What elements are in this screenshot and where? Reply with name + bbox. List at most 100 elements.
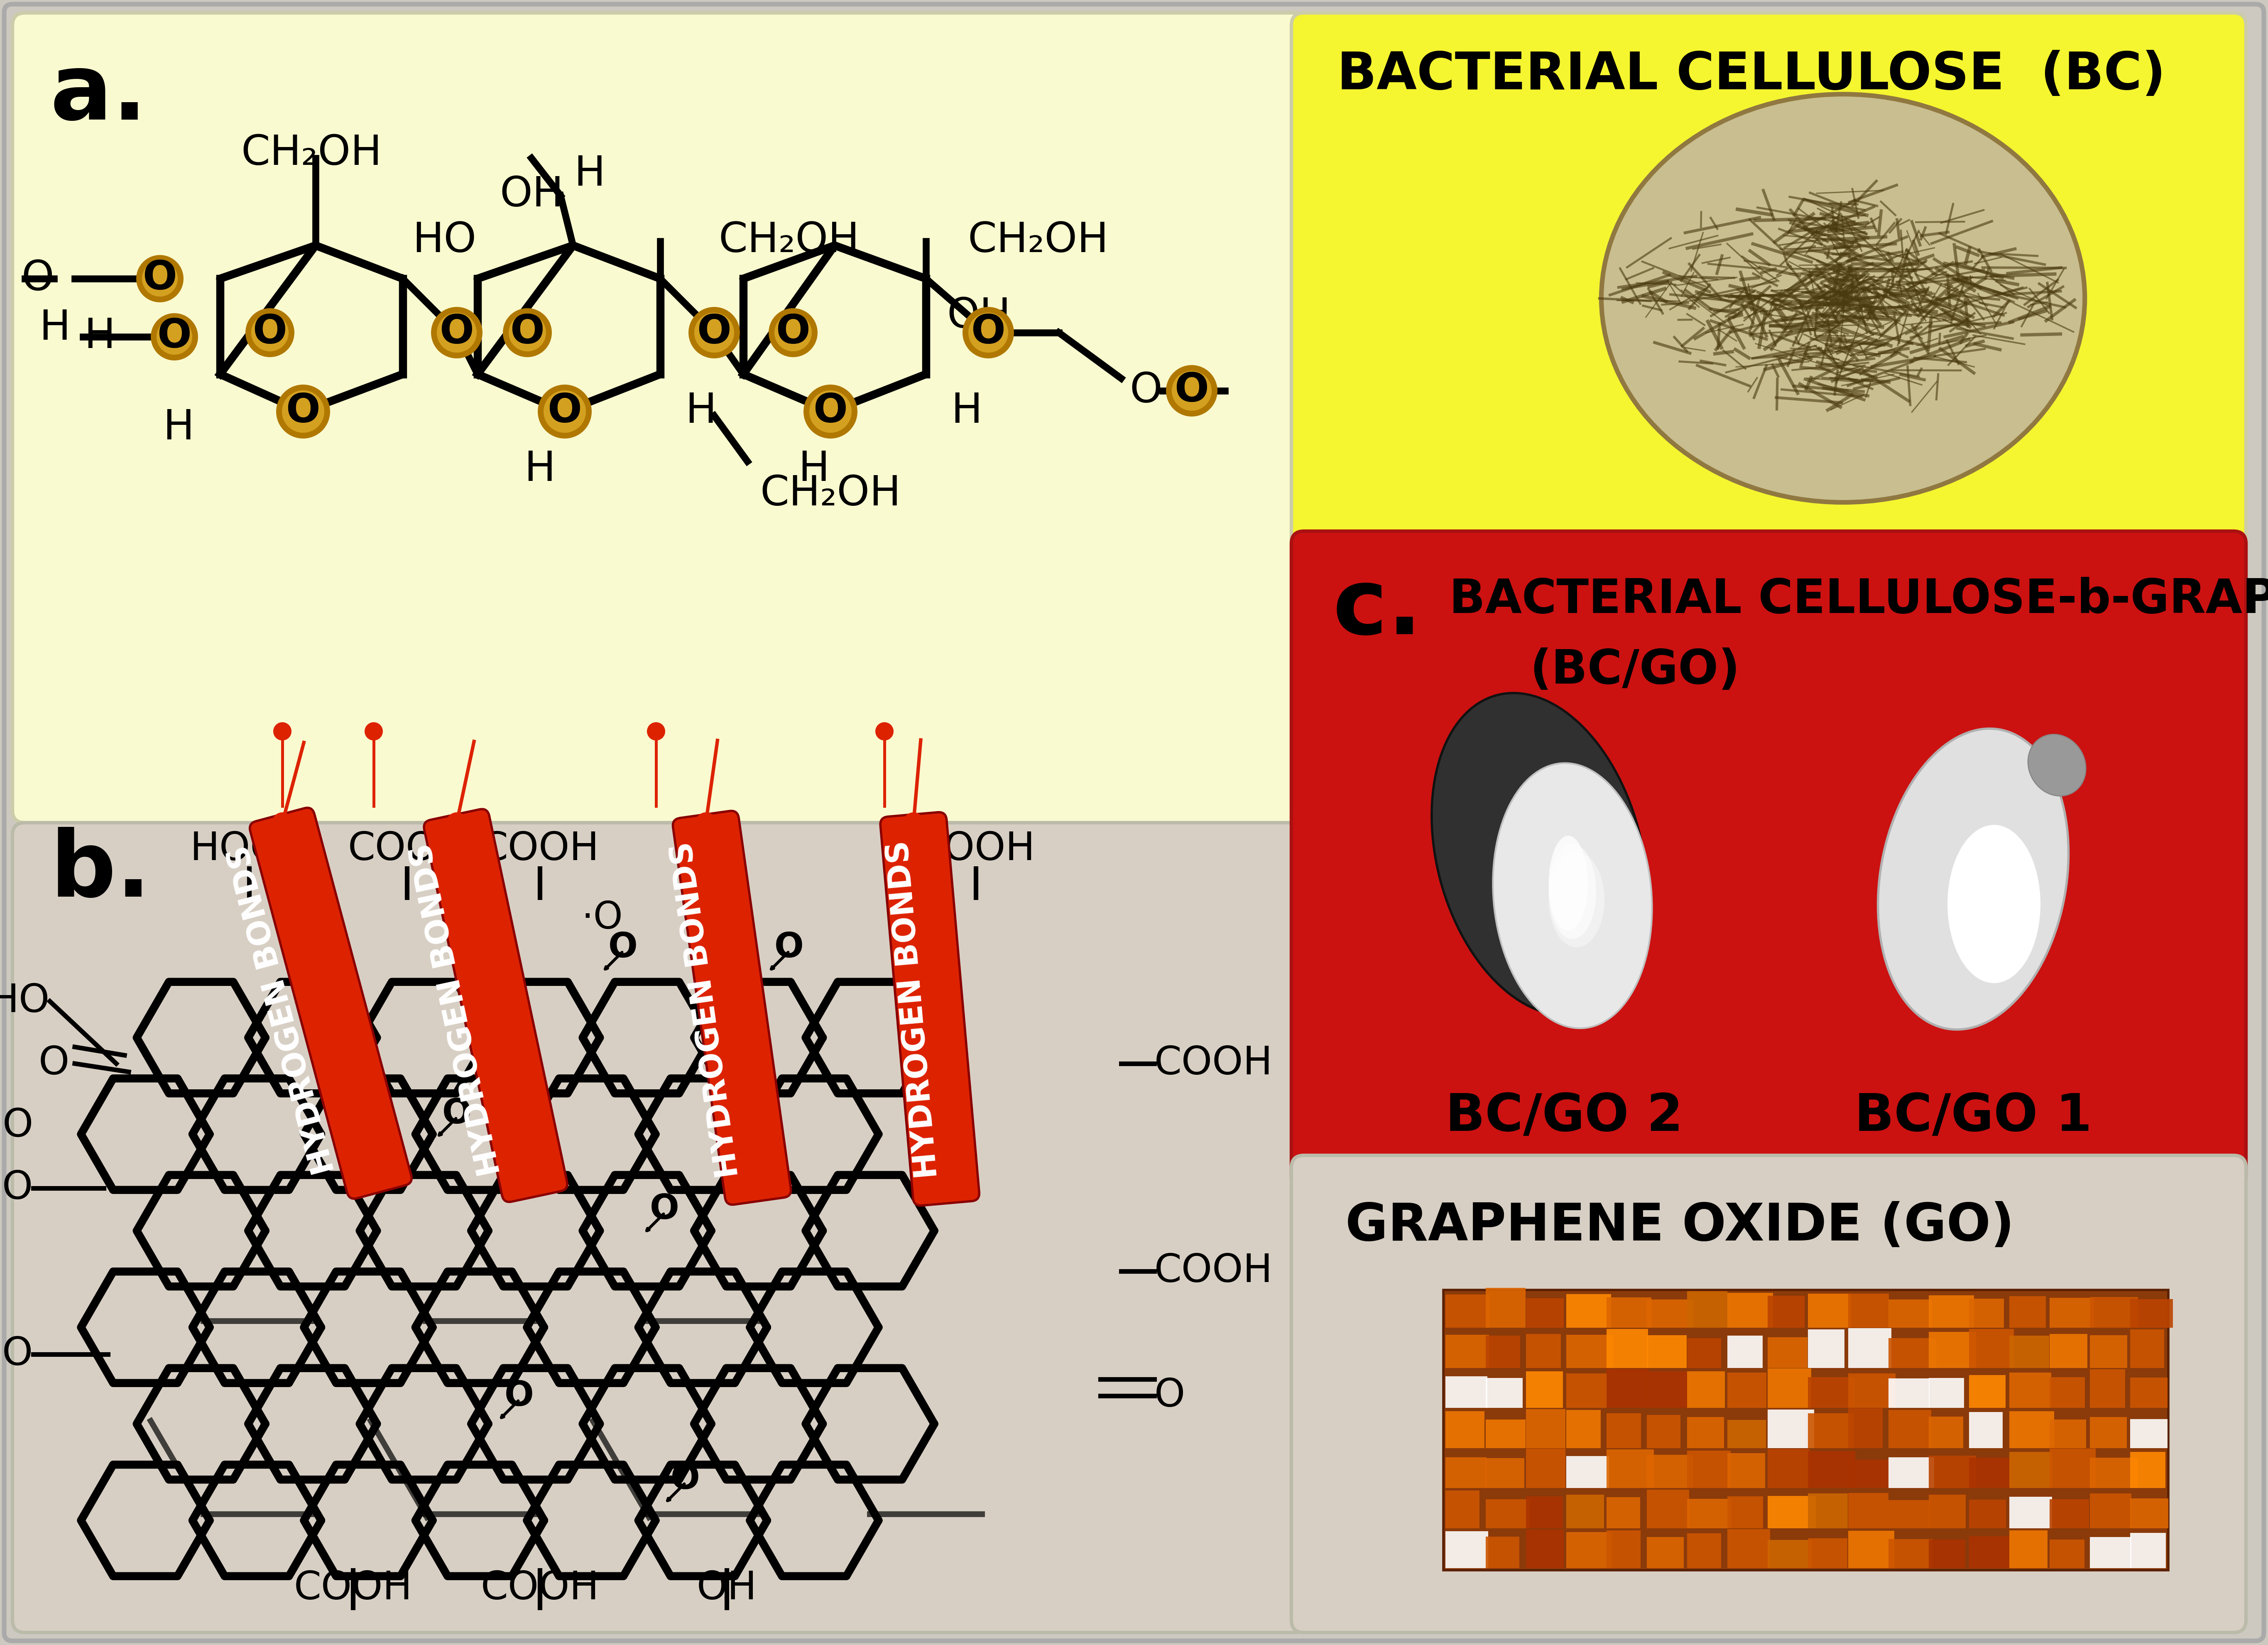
FancyBboxPatch shape bbox=[2050, 1499, 2089, 1528]
FancyBboxPatch shape bbox=[880, 813, 980, 1206]
FancyBboxPatch shape bbox=[1687, 1291, 1728, 1328]
FancyBboxPatch shape bbox=[2089, 1296, 2139, 1328]
FancyBboxPatch shape bbox=[1526, 1298, 1565, 1328]
FancyBboxPatch shape bbox=[2050, 1334, 2087, 1369]
FancyBboxPatch shape bbox=[1290, 13, 2245, 822]
FancyBboxPatch shape bbox=[2130, 1420, 2168, 1448]
FancyBboxPatch shape bbox=[1647, 1415, 1681, 1448]
Circle shape bbox=[646, 722, 665, 740]
FancyBboxPatch shape bbox=[1808, 1293, 1851, 1328]
FancyBboxPatch shape bbox=[11, 13, 1306, 822]
FancyBboxPatch shape bbox=[2009, 1411, 2055, 1448]
FancyBboxPatch shape bbox=[1687, 1533, 1721, 1568]
FancyBboxPatch shape bbox=[1606, 1497, 1640, 1528]
Text: OH: OH bbox=[946, 296, 1012, 336]
FancyBboxPatch shape bbox=[2089, 1369, 2125, 1408]
Text: OH: OH bbox=[676, 831, 737, 869]
Text: O: O bbox=[649, 1193, 678, 1226]
Circle shape bbox=[1168, 368, 1216, 413]
FancyBboxPatch shape bbox=[1808, 1494, 1848, 1528]
FancyBboxPatch shape bbox=[1445, 1490, 1479, 1528]
FancyBboxPatch shape bbox=[1928, 1456, 1975, 1489]
Text: O: O bbox=[39, 1045, 70, 1082]
Text: O: O bbox=[971, 313, 1005, 352]
FancyBboxPatch shape bbox=[1767, 1296, 1805, 1328]
FancyBboxPatch shape bbox=[2050, 1449, 2096, 1489]
Text: CH₂OH: CH₂OH bbox=[719, 220, 860, 262]
Text: O: O bbox=[814, 392, 848, 431]
Text: O: O bbox=[1154, 1377, 1186, 1415]
FancyBboxPatch shape bbox=[1767, 1495, 1817, 1528]
Ellipse shape bbox=[1601, 94, 2084, 502]
FancyBboxPatch shape bbox=[2130, 1379, 2168, 1408]
FancyBboxPatch shape bbox=[2089, 1336, 2127, 1369]
FancyBboxPatch shape bbox=[1848, 1328, 1892, 1369]
Circle shape bbox=[433, 309, 479, 355]
Circle shape bbox=[771, 311, 814, 354]
FancyBboxPatch shape bbox=[1969, 1375, 2005, 1408]
FancyBboxPatch shape bbox=[1567, 1456, 1608, 1489]
FancyBboxPatch shape bbox=[2009, 1336, 2048, 1369]
FancyBboxPatch shape bbox=[1728, 1336, 1762, 1369]
FancyBboxPatch shape bbox=[1442, 1290, 2168, 1571]
FancyBboxPatch shape bbox=[1486, 1499, 1531, 1528]
FancyBboxPatch shape bbox=[1606, 1369, 1649, 1408]
FancyBboxPatch shape bbox=[1445, 1334, 1490, 1369]
Text: O: O bbox=[156, 317, 191, 355]
Text: HYDROGEN BONDS: HYDROGEN BONDS bbox=[406, 841, 508, 1179]
FancyBboxPatch shape bbox=[1767, 1337, 1808, 1369]
Circle shape bbox=[692, 309, 737, 355]
FancyBboxPatch shape bbox=[1808, 1538, 1846, 1568]
FancyBboxPatch shape bbox=[1728, 1372, 1767, 1408]
Text: COOH: COOH bbox=[347, 831, 467, 869]
Text: COOH: COOH bbox=[293, 1569, 413, 1607]
FancyBboxPatch shape bbox=[1687, 1499, 1730, 1528]
FancyBboxPatch shape bbox=[1969, 1536, 2012, 1568]
Text: COOH: COOH bbox=[916, 831, 1034, 869]
FancyBboxPatch shape bbox=[1767, 1449, 1810, 1489]
Text: O: O bbox=[671, 1462, 701, 1495]
Text: a.: a. bbox=[50, 49, 147, 138]
Text: ·O: ·O bbox=[581, 900, 624, 936]
FancyBboxPatch shape bbox=[1445, 1295, 1490, 1328]
FancyBboxPatch shape bbox=[1567, 1531, 1613, 1568]
Text: H: H bbox=[163, 408, 195, 449]
FancyBboxPatch shape bbox=[2050, 1377, 2084, 1408]
FancyBboxPatch shape bbox=[1647, 1536, 1683, 1568]
FancyBboxPatch shape bbox=[2050, 1420, 2087, 1448]
Circle shape bbox=[540, 388, 590, 436]
Circle shape bbox=[365, 722, 383, 740]
Text: c.: c. bbox=[1334, 564, 1422, 653]
FancyBboxPatch shape bbox=[1526, 1449, 1565, 1489]
Text: BC/GO 1: BC/GO 1 bbox=[1855, 1091, 2091, 1142]
Text: O: O bbox=[442, 1097, 472, 1130]
Ellipse shape bbox=[1549, 852, 1603, 948]
Ellipse shape bbox=[1431, 693, 1647, 1015]
Text: O: O bbox=[252, 313, 288, 352]
Text: O: O bbox=[143, 260, 177, 298]
FancyBboxPatch shape bbox=[1889, 1457, 1935, 1489]
Text: HO: HO bbox=[0, 1336, 34, 1374]
Ellipse shape bbox=[1492, 763, 1651, 1028]
FancyBboxPatch shape bbox=[1808, 1329, 1844, 1369]
Text: CH₂OH: CH₂OH bbox=[240, 133, 381, 174]
FancyBboxPatch shape bbox=[1486, 1420, 1526, 1448]
FancyBboxPatch shape bbox=[1567, 1410, 1601, 1448]
FancyBboxPatch shape bbox=[1647, 1336, 1687, 1369]
Circle shape bbox=[138, 258, 181, 299]
Text: HOOC: HOOC bbox=[191, 831, 308, 869]
FancyBboxPatch shape bbox=[1687, 1372, 1724, 1408]
FancyBboxPatch shape bbox=[1606, 1449, 1653, 1489]
FancyBboxPatch shape bbox=[2050, 1540, 2084, 1568]
FancyBboxPatch shape bbox=[1606, 1530, 1640, 1568]
FancyBboxPatch shape bbox=[2009, 1296, 2046, 1328]
FancyBboxPatch shape bbox=[1928, 1540, 1964, 1568]
Ellipse shape bbox=[1549, 836, 1588, 931]
Text: O: O bbox=[1129, 370, 1161, 411]
FancyBboxPatch shape bbox=[1606, 1413, 1642, 1448]
FancyBboxPatch shape bbox=[1889, 1337, 1937, 1369]
Text: BACTERIAL CELLULOSE-b-GRAPHENE OXIDE: BACTERIAL CELLULOSE-b-GRAPHENE OXIDE bbox=[1449, 577, 2268, 623]
Text: O: O bbox=[696, 313, 730, 352]
FancyBboxPatch shape bbox=[1928, 1495, 1966, 1528]
FancyBboxPatch shape bbox=[1567, 1295, 1610, 1328]
